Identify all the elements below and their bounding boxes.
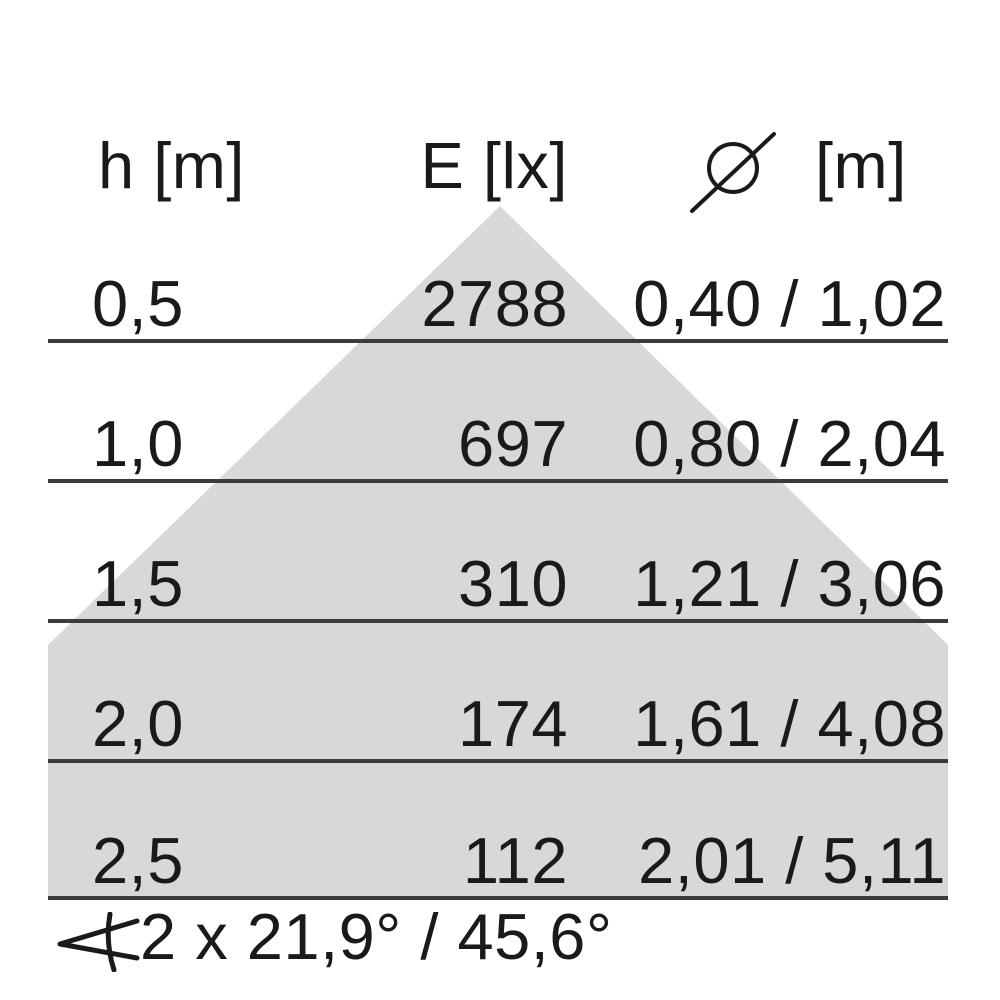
row-separator-line — [48, 339, 948, 343]
row-diameter-value: 2,01 / 5,11 — [638, 824, 946, 897]
diameter-icon — [690, 132, 776, 213]
cone-polygon — [48, 206, 948, 896]
row-separator-line — [48, 896, 948, 900]
row-illuminance-value: 2788 — [421, 267, 568, 340]
row-illuminance-value: 697 — [458, 407, 568, 480]
beam-angle-icon — [57, 912, 140, 972]
row-diameter-value: 0,80 / 2,04 — [633, 407, 946, 480]
row-separator-line — [48, 759, 948, 763]
column-header-height: h [m] — [98, 129, 245, 202]
row-illuminance-value: 310 — [458, 547, 568, 620]
column-header-illuminance: E [lx] — [420, 129, 568, 202]
row-separator-line — [48, 619, 948, 623]
row-diameter-value: 1,61 / 4,08 — [633, 687, 946, 760]
row-height-value: 2,5 — [92, 824, 184, 897]
column-header-diameter-unit: [m] — [815, 129, 907, 202]
row-diameter-value: 1,21 / 3,06 — [633, 547, 946, 620]
row-illuminance-value: 174 — [458, 687, 568, 760]
row-height-value: 2,0 — [92, 687, 184, 760]
row-separator-line — [48, 479, 948, 483]
row-height-value: 1,5 — [92, 547, 184, 620]
row-height-value: 1,0 — [92, 407, 184, 480]
beam-angle-text: 2 x 21,9° / 45,6° — [140, 900, 613, 973]
row-diameter-value: 0,40 / 1,02 — [633, 267, 946, 340]
row-height-value: 0,5 — [92, 267, 184, 340]
row-illuminance-value: 112 — [462, 824, 568, 897]
